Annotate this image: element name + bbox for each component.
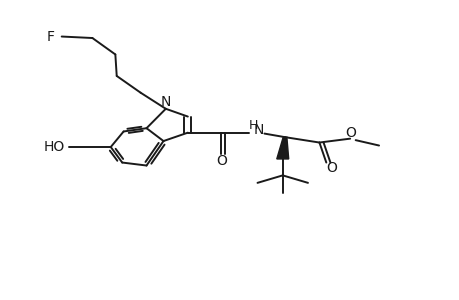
Text: O: O <box>345 126 356 140</box>
Text: F: F <box>47 29 55 44</box>
Text: N: N <box>160 95 171 109</box>
Text: O: O <box>326 161 336 175</box>
Text: N: N <box>253 123 263 137</box>
Text: O: O <box>216 154 227 168</box>
Text: HO: HO <box>44 140 65 154</box>
Polygon shape <box>276 137 288 159</box>
Text: H: H <box>248 119 257 132</box>
